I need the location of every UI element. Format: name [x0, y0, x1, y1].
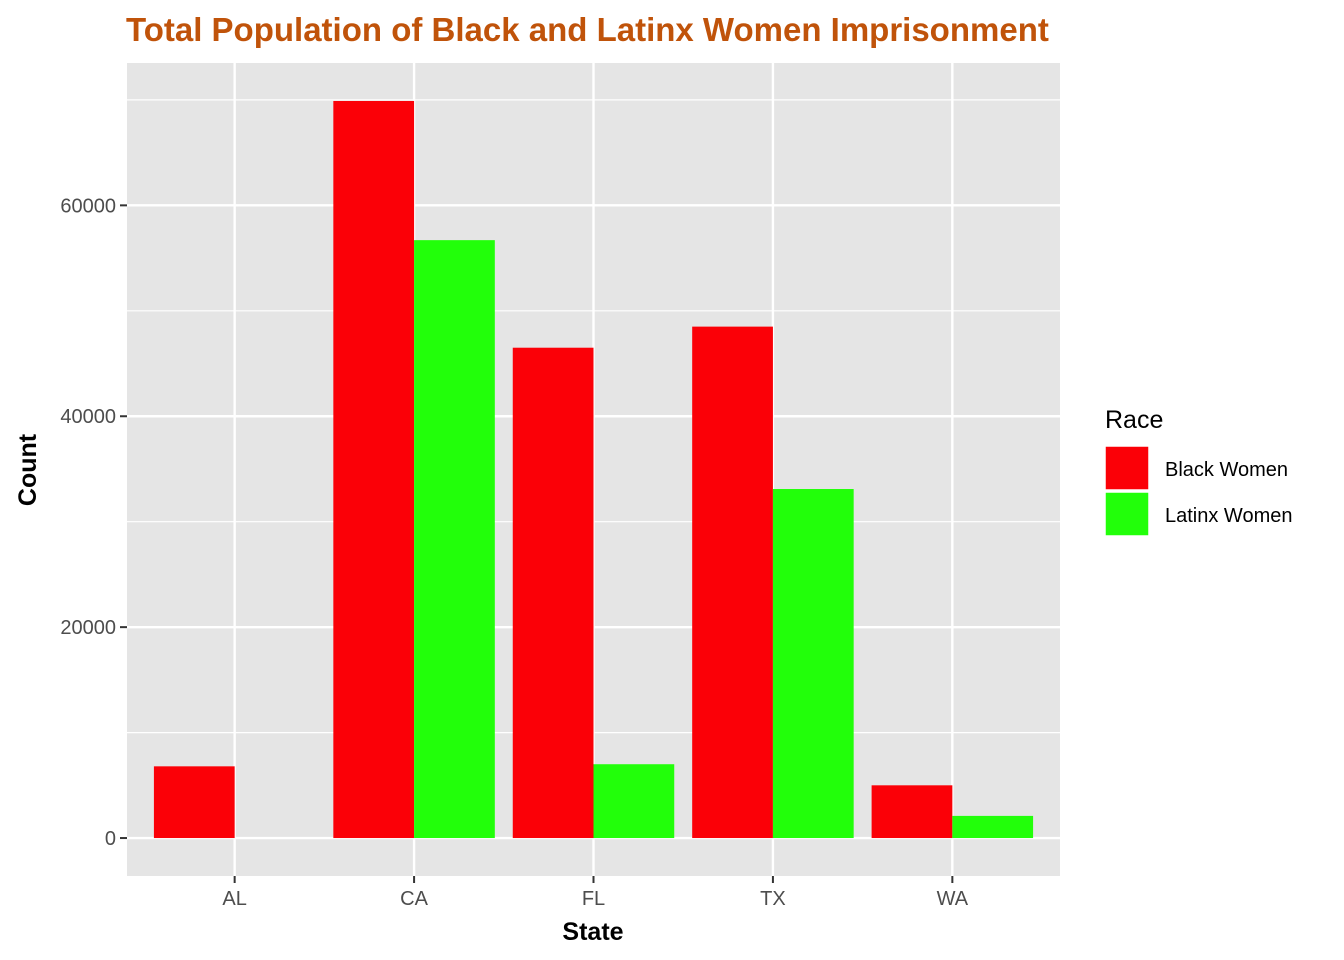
x-tick-label: WA — [937, 888, 969, 910]
x-tick-label: TX — [760, 888, 786, 910]
bar-latinx-women-tx — [772, 489, 854, 839]
y-tick-label: 20000 — [60, 617, 116, 639]
bar-black-women-tx — [692, 326, 773, 839]
x-axis-title: State — [562, 918, 623, 946]
x-tick-label: CA — [400, 888, 428, 910]
y-tick-label: 0 — [105, 828, 116, 850]
chart-title: Total Population of Black and Latinx Wom… — [126, 11, 1049, 48]
y-tick-label: 60000 — [60, 195, 116, 217]
x-tick-label: FL — [582, 888, 605, 910]
legend-label: Latinx Women — [1165, 505, 1292, 527]
bar-latinx-women-fl — [593, 764, 675, 839]
bars — [153, 100, 1034, 839]
bar-latinx-women-ca — [414, 240, 495, 839]
legend-title: Race — [1105, 406, 1163, 434]
bar-black-women-al — [153, 766, 235, 839]
bar-black-women-wa — [871, 785, 953, 839]
x-axis: AL CA FL TX WA — [222, 876, 969, 910]
y-axis-title: Count — [14, 433, 42, 506]
x-tick-label: AL — [222, 888, 246, 910]
y-tick-label: 40000 — [60, 406, 116, 428]
legend-key — [1104, 445, 1150, 491]
y-axis: 0 20000 40000 60000 — [60, 195, 127, 850]
legend: Race Black Women Latinx Women — [1104, 406, 1292, 537]
legend-label: Black Women — [1165, 459, 1288, 481]
bar-black-women-ca — [333, 100, 415, 839]
legend-key — [1104, 491, 1150, 537]
bar-black-women-fl — [512, 347, 594, 839]
bar-latinx-women-wa — [952, 815, 1034, 839]
